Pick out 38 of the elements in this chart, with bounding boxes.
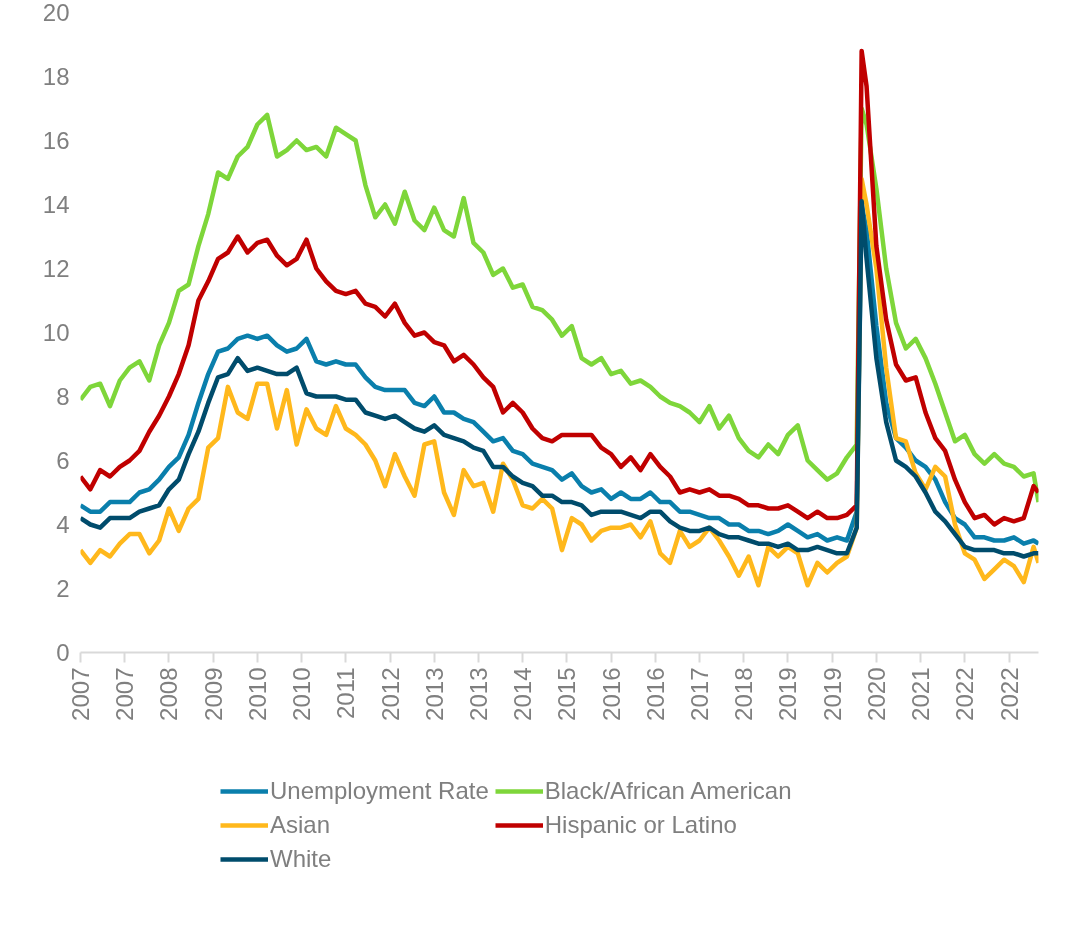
legend-label: Asian — [270, 811, 331, 839]
x-tick-label: 2019 — [774, 667, 802, 721]
x-tick-label: 2016 — [597, 667, 625, 721]
x-tick-label: 2007 — [67, 667, 94, 721]
x-tick-label: 2019 — [818, 667, 846, 721]
y-tick-label: 16 — [42, 127, 70, 154]
x-tick-label: 2008 — [155, 667, 183, 721]
x-tick-label: 2010 — [288, 667, 316, 721]
x-tick-label: 2022 — [995, 667, 1023, 721]
x-tick-label: 2015 — [553, 667, 581, 721]
x-tick-label: 2009 — [199, 667, 227, 721]
x-tick-label: 2018 — [730, 667, 758, 721]
y-tick-label: 20 — [42, 0, 70, 26]
x-tick-label: 2012 — [376, 667, 404, 721]
y-tick-label: 4 — [56, 511, 70, 538]
x-tick-label: 2017 — [686, 667, 714, 721]
x-tick-label: 2010 — [243, 667, 271, 721]
legend-label: Hispanic or Latino — [544, 811, 737, 839]
x-tick-label: 2020 — [862, 667, 890, 721]
legend-label: Unemployment Rate — [270, 777, 489, 805]
y-tick-label: 8 — [56, 383, 70, 410]
y-tick-label: 6 — [56, 447, 70, 474]
x-tick-label: 2013 — [464, 667, 492, 721]
y-tick-label: 10 — [42, 319, 70, 346]
y-tick-label: 12 — [42, 255, 70, 282]
y-tick-label: 2 — [56, 575, 70, 602]
x-tick-label: 2016 — [641, 667, 669, 721]
legend-label: White — [270, 845, 332, 873]
y-tick-label: 14 — [42, 191, 70, 218]
x-tick-label: 2021 — [907, 667, 935, 721]
x-tick-label: 2013 — [420, 667, 448, 721]
y-tick-label: 18 — [42, 63, 70, 90]
x-tick-label: 2014 — [509, 667, 537, 721]
x-tick-label: 2007 — [111, 667, 139, 721]
x-tick-label: 2022 — [951, 667, 979, 721]
legend-label: Black/African American — [544, 777, 792, 805]
y-tick-label: 0 — [56, 639, 70, 666]
x-tick-label: 2011 — [332, 667, 360, 720]
